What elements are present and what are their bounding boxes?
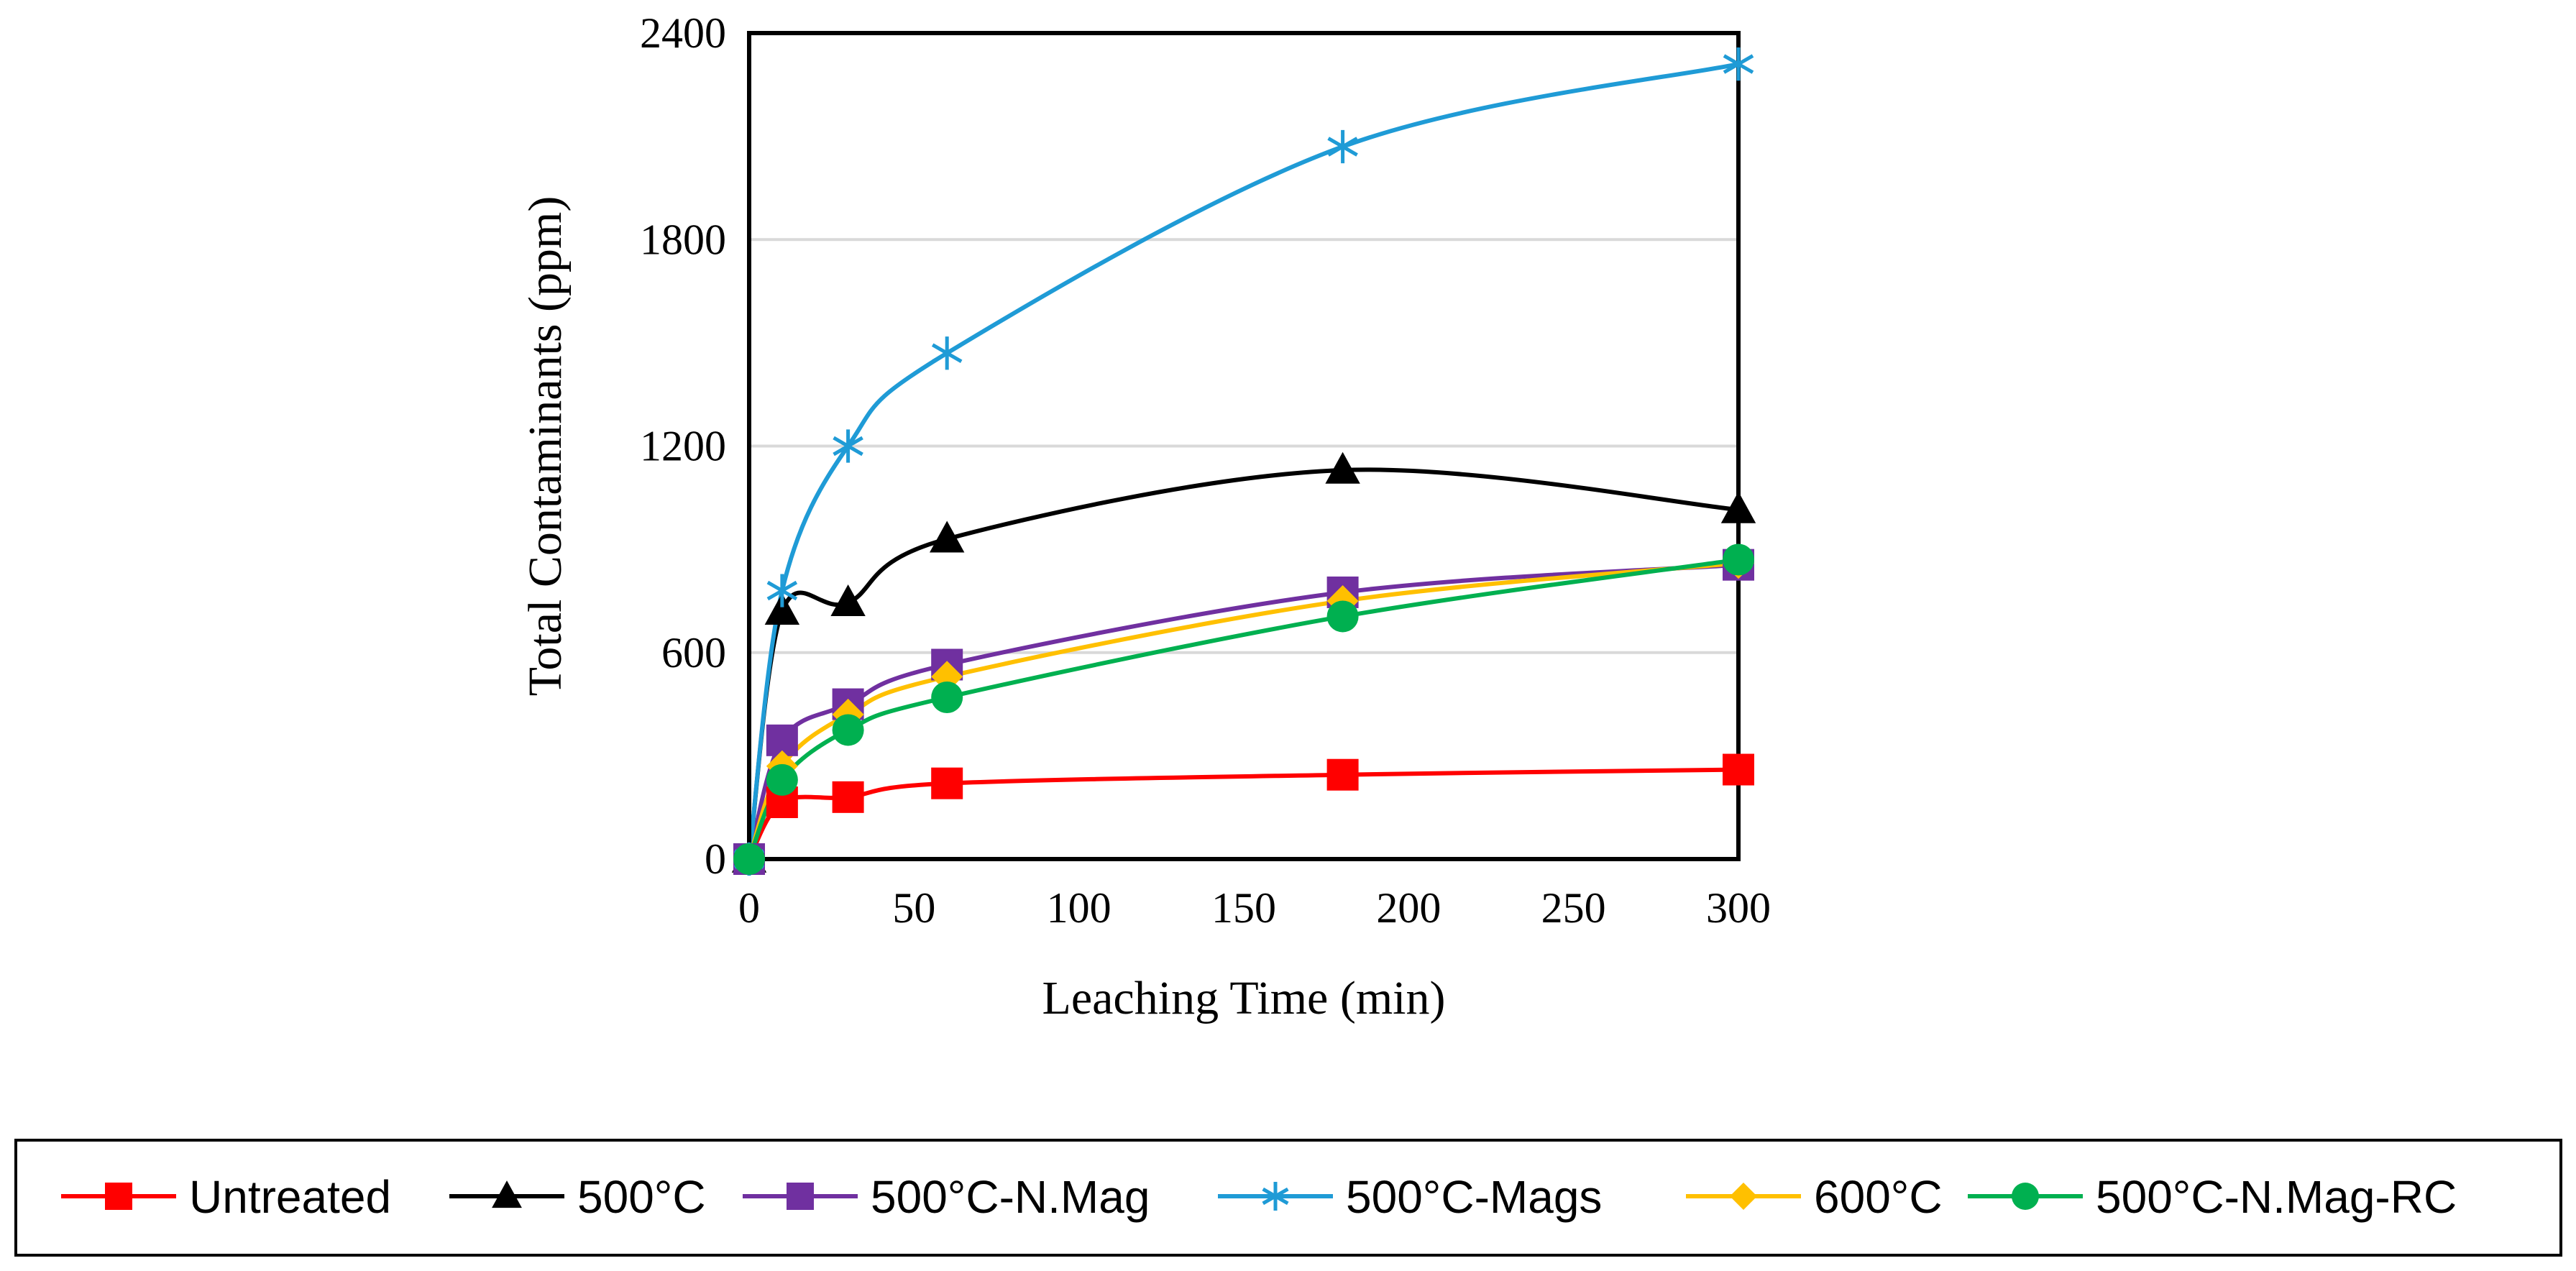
data-point-500c-n-mag-rc	[931, 681, 963, 713]
data-point-untreated	[832, 781, 864, 813]
y-axis-title: Total Contaminants (ppm)	[519, 196, 572, 697]
legend: Untreated 500°C 500°C-N.Mag 500°C-Mags 600°C…	[61, 1171, 2457, 1223]
series-line-500c-mags	[747, 62, 1739, 860]
legend-item-500c: 500°C	[449, 1171, 706, 1223]
data-point-500c-n-mag-rc	[1723, 543, 1754, 576]
x-tick-label: 250	[1541, 884, 1606, 932]
data-point-untreated	[1723, 753, 1754, 786]
legend-label: 500°C	[577, 1171, 706, 1223]
legend-marker	[787, 1183, 814, 1210]
data-point-untreated	[931, 767, 963, 799]
legend-label: Untreated	[189, 1171, 391, 1223]
legend-item-600c: 600°C	[1686, 1171, 1943, 1223]
gridlines	[749, 238, 1738, 654]
markers	[731, 47, 1756, 876]
y-tick-label: 0	[705, 835, 726, 883]
series-line-untreated	[747, 767, 1739, 861]
legend-item-500c-mags: 500°C-Mags	[1218, 1171, 1602, 1223]
series-line-500c	[747, 467, 1739, 860]
legend-label: 500°C-Mags	[1346, 1171, 1602, 1223]
x-tick-label: 0	[738, 884, 760, 932]
x-tick-label: 300	[1706, 884, 1771, 932]
series-line-500c-n-mag	[747, 562, 1739, 860]
legend-marker	[105, 1183, 132, 1210]
data-point-500c	[1720, 491, 1756, 523]
series-lines	[747, 62, 1739, 861]
plot-area-frame	[747, 31, 1741, 861]
legend-item-500c-n-mag: 500°C-N.Mag	[743, 1171, 1150, 1223]
axis-tick-labels: 0 600 1200 1800 2400 0 50 100 150 200 250 300	[640, 9, 1771, 932]
legend-marker	[492, 1180, 522, 1208]
data-point-500c-n-mag-rc	[832, 714, 864, 746]
x-tick-label: 200	[1376, 884, 1441, 932]
legend-marker	[1730, 1183, 1757, 1210]
data-point-500c	[1325, 451, 1360, 484]
data-point-500c-n-mag-rc	[766, 763, 798, 796]
data-point-500c-mags	[833, 429, 863, 463]
y-tick-label: 1200	[640, 423, 726, 470]
y-tick-label: 2400	[640, 9, 726, 57]
y-tick-label: 1800	[640, 216, 726, 263]
x-tick-label: 150	[1211, 884, 1276, 932]
legend-marker	[2012, 1183, 2039, 1210]
data-point-500c	[830, 584, 866, 617]
data-point-500c-n-mag-rc	[1326, 600, 1359, 633]
x-tick-label: 50	[892, 884, 935, 932]
legend-label: 500°C-N.Mag-RC	[2096, 1171, 2457, 1223]
data-point-500c	[764, 593, 800, 625]
data-point-500c-n-mag-rc	[733, 843, 765, 875]
data-point-500c-mags	[931, 336, 963, 370]
legend-item-untreated: Untreated	[61, 1171, 391, 1223]
x-tick-label: 100	[1047, 884, 1111, 932]
legend-label: 500°C-N.Mag	[871, 1171, 1150, 1223]
x-axis-title: Leaching Time (min)	[1042, 972, 1446, 1024]
legend-item-500c-n-mag-rc: 500°C-N.Mag-RC	[1968, 1171, 2457, 1223]
data-point-untreated	[1326, 758, 1359, 791]
series-line-500c-n-mag-rc	[747, 557, 1739, 861]
data-point-500c-mags	[766, 574, 798, 607]
data-point-500c	[930, 520, 965, 553]
y-tick-label: 600	[661, 629, 726, 676]
legend-label: 600°C	[1814, 1171, 1943, 1223]
legend-marker	[1262, 1182, 1289, 1211]
data-point-500c-mags	[1327, 129, 1358, 164]
data-point-500c-mags	[1723, 47, 1754, 81]
